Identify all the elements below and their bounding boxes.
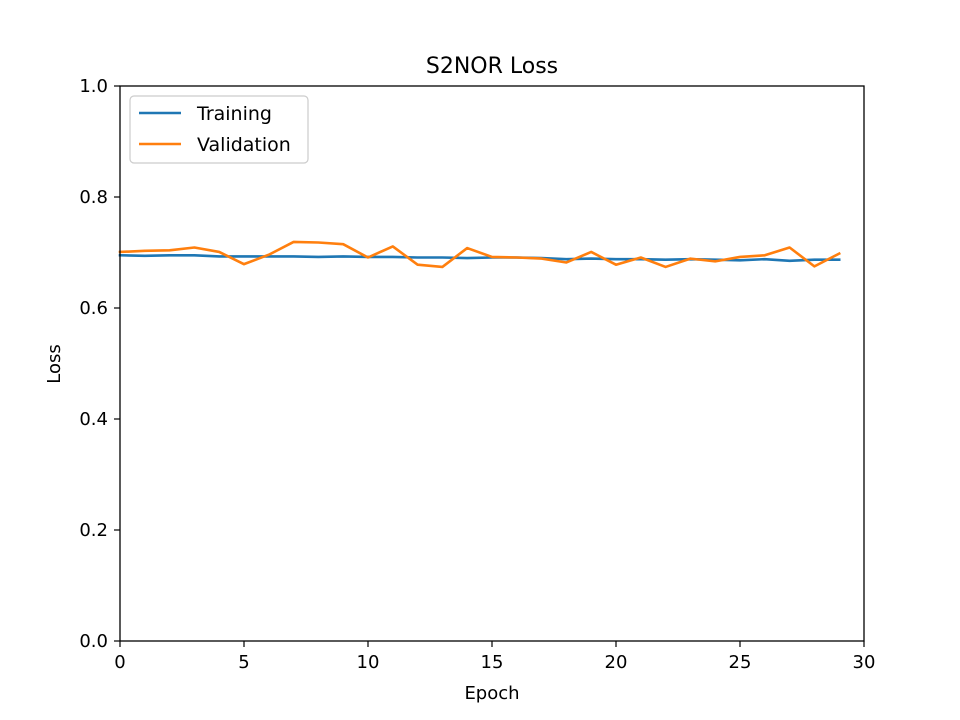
legend-label-validation: Validation — [197, 134, 291, 156]
y-tick-label: 0.6 — [79, 298, 108, 319]
y-tick-label: 1.0 — [79, 76, 108, 97]
y-axis-label: Loss — [44, 344, 65, 383]
x-axis-label: Epoch — [464, 683, 519, 704]
legend-label-training: Training — [196, 103, 272, 125]
y-tick-label: 0.2 — [79, 520, 108, 541]
y-tick-label: 0.4 — [79, 409, 108, 430]
x-tick-label: 15 — [481, 652, 504, 673]
y-tick-label: 0.0 — [79, 631, 108, 652]
x-tick-label: 10 — [357, 652, 380, 673]
x-axis: 0 5 10 15 20 25 30 — [114, 641, 875, 673]
chart-title: S2NOR Loss — [426, 54, 558, 79]
y-axis: 0.0 0.2 0.4 0.6 0.8 1.0 — [79, 76, 120, 652]
x-tick-label: 25 — [729, 652, 752, 673]
plot-frame — [119, 85, 865, 642]
legend: Training Validation — [129, 95, 309, 164]
x-tick-label: 5 — [238, 652, 249, 673]
x-tick-label: 30 — [853, 652, 876, 673]
x-tick-label: 20 — [605, 652, 628, 673]
series-layer — [118, 240, 841, 269]
series-line-validation — [118, 240, 841, 269]
y-tick-label: 0.8 — [79, 187, 108, 208]
x-tick-label: 0 — [114, 652, 125, 673]
